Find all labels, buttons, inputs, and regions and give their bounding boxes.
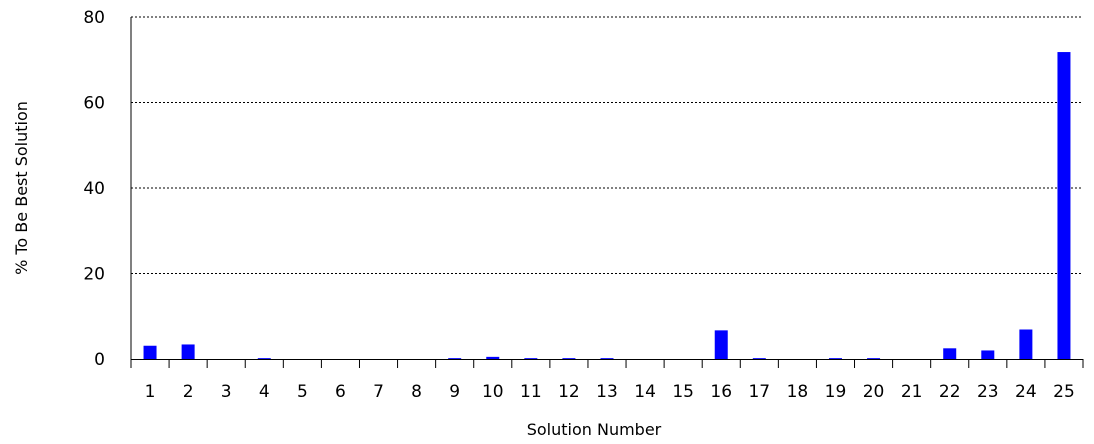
- x-tick-label: 7: [373, 382, 384, 402]
- bar-10: [486, 356, 500, 359]
- x-tick-labels: 1 2 3 4 5 6 7 8 9 10 11 12 13 14 15 16 17 18 19 20 21 22 23 24 2…: [145, 382, 1075, 402]
- y-tick-label: 40: [83, 179, 105, 199]
- x-tick-label: 25: [1053, 382, 1075, 402]
- bar-9: [448, 358, 462, 359]
- y-axis-title: % To Be Best Solution: [12, 101, 31, 275]
- bars: [143, 52, 1071, 360]
- x-tick-label: 10: [482, 382, 504, 402]
- x-tick-label: 20: [863, 382, 885, 402]
- x-tick-label: 13: [596, 382, 618, 402]
- x-tick-label: 4: [259, 382, 270, 402]
- x-tick-label: 11: [520, 382, 542, 402]
- axes: [130, 17, 1084, 368]
- bar-25: [1057, 52, 1071, 360]
- y-tick-label: 80: [83, 8, 105, 28]
- x-tick-label: 18: [787, 382, 809, 402]
- x-tick-label: 12: [558, 382, 580, 402]
- y-tick-label: 20: [83, 265, 105, 285]
- x-tick-label: 1: [145, 382, 156, 402]
- x-tick-label: 5: [297, 382, 308, 402]
- bar-23: [981, 350, 995, 359]
- y-tick-label: 0: [94, 350, 105, 370]
- bar-16: [714, 330, 728, 359]
- bar-13: [600, 358, 614, 359]
- x-axis-title: Solution Number: [527, 420, 662, 439]
- bar-17: [752, 358, 766, 359]
- x-tick-label: 3: [221, 382, 232, 402]
- bar-2: [181, 344, 195, 359]
- bar-12: [562, 358, 576, 359]
- x-tick-label: 21: [901, 382, 923, 402]
- x-tick-label: 24: [1015, 382, 1037, 402]
- bar-11: [524, 358, 538, 359]
- x-tick-label: 15: [672, 382, 694, 402]
- x-tick-label: 14: [634, 382, 656, 402]
- gridlines: [131, 16, 1083, 274]
- bar-19: [828, 358, 842, 359]
- x-tick-label: 23: [977, 382, 999, 402]
- x-tick-label: 17: [748, 382, 770, 402]
- bar-4: [257, 358, 271, 359]
- x-tick-label: 6: [335, 382, 346, 402]
- bar-1: [143, 345, 157, 359]
- x-tick-label: 19: [825, 382, 847, 402]
- x-tick-label: 2: [183, 382, 194, 402]
- bar-24: [1019, 329, 1033, 359]
- x-tick-label: 22: [939, 382, 961, 402]
- y-tick-labels: 0 20 40 60 80: [83, 8, 105, 370]
- bar-22: [943, 348, 957, 359]
- x-tick-label: 9: [449, 382, 460, 402]
- bar-20: [867, 358, 881, 359]
- x-tick-label: 16: [710, 382, 732, 402]
- y-tick-label: 60: [83, 94, 105, 114]
- x-tick-label: 8: [411, 382, 422, 402]
